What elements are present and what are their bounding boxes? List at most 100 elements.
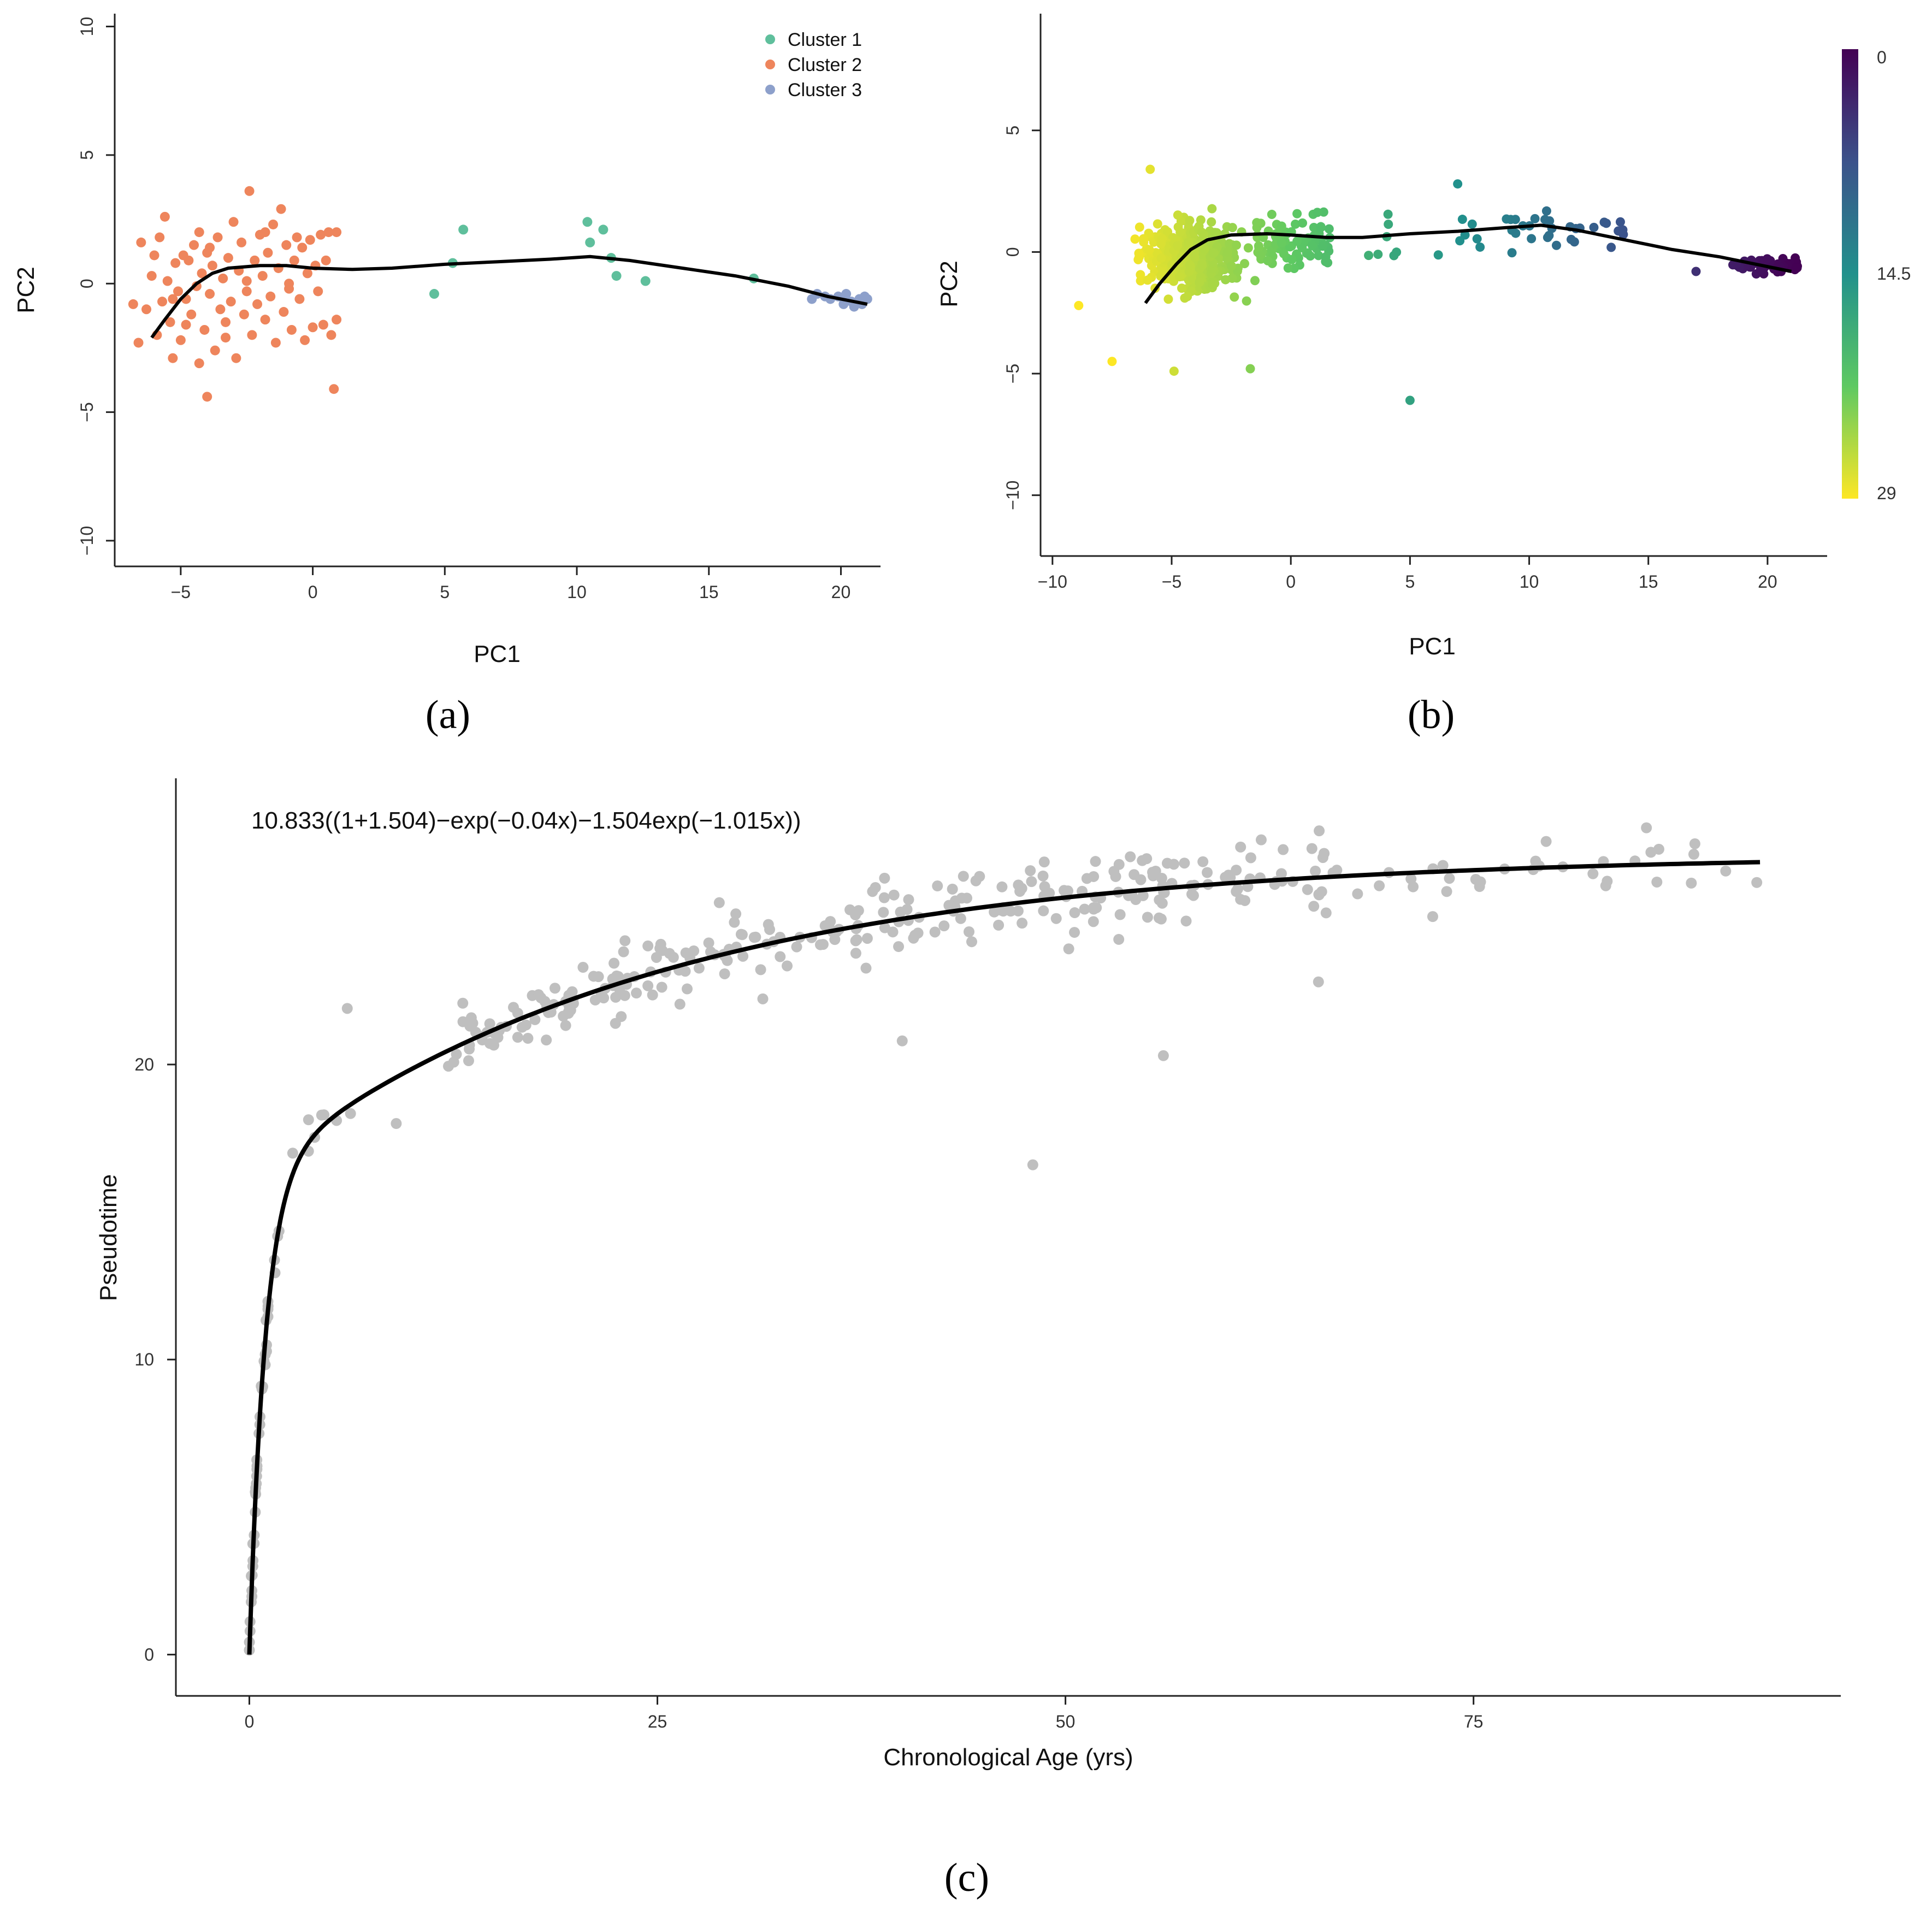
panel-b-point [1136, 270, 1145, 280]
panel-b-point [1308, 241, 1317, 251]
panel-c-point [1187, 890, 1199, 901]
panel-b-point [1145, 164, 1155, 174]
panel-c-point [878, 892, 890, 903]
panel-b-point [1405, 395, 1415, 405]
panel-c-point [730, 908, 742, 920]
legend-marker [765, 60, 775, 69]
panel-c-point [674, 998, 686, 1010]
panel-c-point [550, 983, 561, 994]
panel-b-point [1156, 239, 1166, 249]
panel-c-point [996, 881, 1008, 892]
panel-c-point [654, 943, 666, 954]
panel-b-point [1455, 236, 1465, 246]
panel-b-point [1198, 251, 1208, 261]
panel-c-point [844, 904, 856, 915]
panel-b-point [1169, 366, 1179, 376]
panel-c-point [529, 1014, 541, 1025]
panel-c-point [512, 1032, 523, 1043]
panel-a-point [244, 186, 255, 196]
panel-c-point [512, 1007, 523, 1019]
panel-c-point [1686, 877, 1697, 889]
panel-c-point [1653, 843, 1664, 855]
panel-b-point [1239, 259, 1249, 269]
panel-c-point [903, 894, 914, 906]
panel-a-point [284, 283, 294, 294]
panel-c-point [1012, 905, 1024, 916]
panel-b-point [1502, 214, 1511, 224]
panel-c-point [1069, 907, 1080, 919]
panel-a-point [265, 291, 276, 301]
panel-b-point [1183, 292, 1192, 301]
panel-b-point [1135, 222, 1144, 232]
panel-a-point [197, 268, 207, 279]
panel-a-point [263, 247, 273, 258]
panel-b-point [1225, 239, 1234, 249]
panel-c-point [341, 1003, 353, 1014]
panel-a-label: (a) [426, 693, 470, 737]
panel-b-point [1316, 222, 1326, 232]
panel-c-point [879, 922, 890, 933]
panel-c-point [938, 920, 950, 932]
panel-b-point [1175, 227, 1185, 237]
panel-c-point [1235, 894, 1246, 905]
legend-marker [765, 85, 775, 94]
panel-c-point [1308, 901, 1320, 912]
panel-c-point [287, 1148, 298, 1159]
panel-b-point [1606, 243, 1616, 252]
panel-c-point [1310, 865, 1321, 877]
panel-b-point [1791, 263, 1801, 273]
panel-b-point [1207, 204, 1217, 214]
panel-c-point [1063, 943, 1074, 955]
panel-c-point [1079, 903, 1090, 915]
panel-a-point [326, 330, 336, 340]
panel-c-point [1113, 933, 1125, 945]
panel-b-point [1250, 276, 1260, 286]
panel-b-xtick-label: 20 [1758, 572, 1777, 592]
panel-c-point [1540, 836, 1552, 847]
panel-c-point [1689, 838, 1700, 849]
panel-c-point [1302, 884, 1313, 895]
panel-c-point [775, 951, 786, 962]
panel-c-point [651, 951, 662, 963]
panel-b-point [1298, 218, 1308, 228]
panel-c-point [909, 930, 920, 941]
panel-c-point [1137, 855, 1148, 866]
panel-c-point [681, 983, 693, 995]
panel-b-point [1263, 256, 1273, 265]
panel-c-point [757, 993, 769, 1004]
panel-a-point [128, 299, 138, 309]
panel-a-point [458, 224, 469, 235]
panel-b-point [1292, 236, 1302, 246]
panel-b-point [1475, 242, 1485, 252]
panel-c-point [664, 948, 675, 959]
panel-a-point [316, 229, 326, 240]
panel-c-ytick-label: 0 [144, 1645, 154, 1664]
panel-c-point [1475, 876, 1486, 888]
panel-a-point [611, 271, 622, 281]
panel-b-point [1185, 216, 1195, 226]
panel-a-point [294, 294, 305, 304]
panel-a-point [332, 315, 342, 325]
panel-b-point [1232, 240, 1242, 250]
panel-c-point [589, 994, 601, 1006]
panel-a-point [585, 237, 595, 247]
panel-c-point [1154, 894, 1165, 906]
panel-b-point [1324, 224, 1334, 234]
panel-c-point [1147, 866, 1159, 878]
panel-a-point [202, 392, 212, 402]
panel-c-point [1017, 918, 1028, 929]
panel-b-point [1173, 210, 1183, 220]
panel-a-point [228, 217, 239, 227]
panel-b-point [1156, 253, 1166, 263]
panel-c-xtick-label: 0 [245, 1712, 255, 1731]
panel-a-point [313, 286, 323, 297]
panel-a-point [849, 301, 859, 312]
panel-a-point [247, 330, 257, 340]
panel-c-point [631, 987, 642, 999]
panel-c-point [1314, 825, 1325, 837]
panel-c-point [958, 871, 969, 882]
panel-a-point [308, 322, 318, 333]
panel-c-point [887, 926, 899, 938]
panel-b-xlabel: PC1 [1409, 633, 1456, 660]
panel-a-point [223, 253, 233, 263]
